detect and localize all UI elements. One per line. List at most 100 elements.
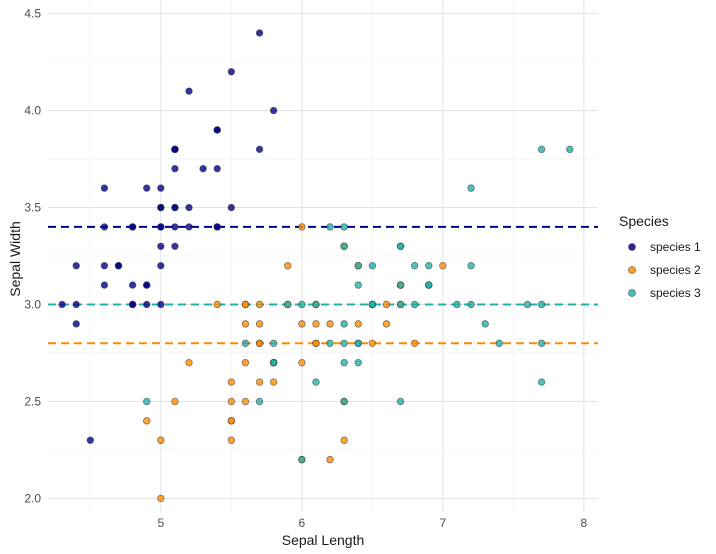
data-point — [185, 223, 193, 231]
data-point — [467, 300, 475, 309]
data-point — [298, 358, 306, 367]
data-point — [100, 184, 109, 192]
legend-label: species 3 — [650, 286, 701, 300]
data-point — [340, 358, 348, 367]
data-point — [298, 455, 306, 464]
data-point — [72, 300, 80, 309]
data-point — [566, 145, 574, 154]
data-point — [269, 106, 278, 115]
tick-labels-layer: 5 6 7 8 2.0 2.5 3.0 3.5 4.0 4.5 — [24, 7, 587, 530]
data-point — [312, 378, 320, 386]
data-point — [213, 126, 221, 134]
data-point — [157, 242, 165, 251]
legend-key — [628, 243, 636, 251]
data-point — [354, 358, 362, 367]
y-tick-label: 2.5 — [24, 394, 41, 408]
data-point — [523, 300, 532, 309]
data-point — [396, 397, 405, 406]
data-point — [382, 300, 391, 309]
legend-items: species 1 species 2 species 3 — [628, 240, 701, 300]
data-point — [157, 223, 165, 231]
data-point — [72, 261, 80, 270]
data-point — [298, 223, 306, 231]
data-point — [157, 300, 165, 309]
data-point — [185, 87, 193, 95]
data-point — [340, 320, 348, 328]
data-point — [340, 223, 348, 231]
data-point — [255, 320, 264, 328]
data-point — [537, 378, 546, 386]
data-point — [269, 339, 278, 347]
data-point — [185, 203, 193, 212]
data-point — [171, 145, 179, 154]
data-point — [128, 300, 137, 309]
data-point — [255, 378, 264, 386]
data-point — [227, 68, 236, 76]
data-point — [171, 397, 179, 406]
data-point — [354, 261, 362, 270]
data-point — [157, 436, 165, 444]
data-point — [410, 300, 419, 309]
data-point — [467, 261, 475, 270]
data-point — [143, 397, 151, 406]
legend-label: species 2 — [650, 263, 701, 277]
y-tick-label: 3.5 — [24, 201, 41, 215]
data-point — [298, 320, 306, 328]
data-point — [157, 203, 165, 212]
data-point — [255, 300, 264, 309]
legend: Species species 1 species 2 species 3 — [619, 213, 701, 300]
data-point — [396, 242, 405, 251]
data-point — [255, 29, 264, 37]
data-point — [100, 223, 109, 231]
legend-key — [628, 289, 636, 297]
data-point — [213, 223, 221, 231]
data-point — [269, 378, 278, 386]
data-point — [396, 300, 405, 309]
data-point — [241, 358, 250, 367]
data-point — [312, 320, 320, 328]
data-point — [481, 320, 489, 328]
data-point — [128, 223, 137, 231]
data-point — [199, 165, 207, 173]
data-point — [284, 300, 292, 309]
data-point — [312, 300, 320, 309]
data-point — [241, 320, 250, 328]
data-point — [312, 339, 320, 347]
x-tick-label: 7 — [440, 516, 447, 530]
data-point — [227, 436, 236, 444]
data-point — [382, 320, 391, 328]
data-point — [326, 339, 334, 347]
data-point — [227, 378, 236, 386]
data-point — [537, 339, 546, 347]
data-point — [537, 300, 546, 309]
points-layer — [58, 29, 574, 503]
data-point — [157, 494, 165, 503]
data-point — [143, 184, 151, 192]
data-point — [425, 261, 433, 270]
data-point — [453, 300, 461, 309]
data-point — [171, 242, 179, 251]
data-point — [354, 339, 362, 347]
data-point — [185, 358, 193, 367]
data-point — [326, 223, 334, 231]
data-point — [425, 281, 433, 289]
x-axis-title: Sepal Length — [282, 532, 365, 548]
data-point — [368, 339, 377, 347]
y-tick-label: 4.5 — [24, 7, 41, 21]
data-point — [241, 397, 250, 406]
data-point — [326, 320, 334, 328]
data-point — [354, 320, 362, 328]
data-point — [241, 300, 250, 309]
data-point — [439, 261, 447, 270]
data-point — [396, 281, 405, 289]
data-point — [227, 203, 236, 212]
data-point — [157, 261, 165, 270]
data-point — [157, 184, 165, 192]
data-point — [284, 261, 292, 270]
data-point — [86, 436, 95, 444]
data-point — [410, 261, 419, 270]
legend-label: species 1 — [650, 240, 701, 254]
data-point — [72, 320, 80, 328]
y-tick-label: 3.0 — [24, 297, 41, 311]
